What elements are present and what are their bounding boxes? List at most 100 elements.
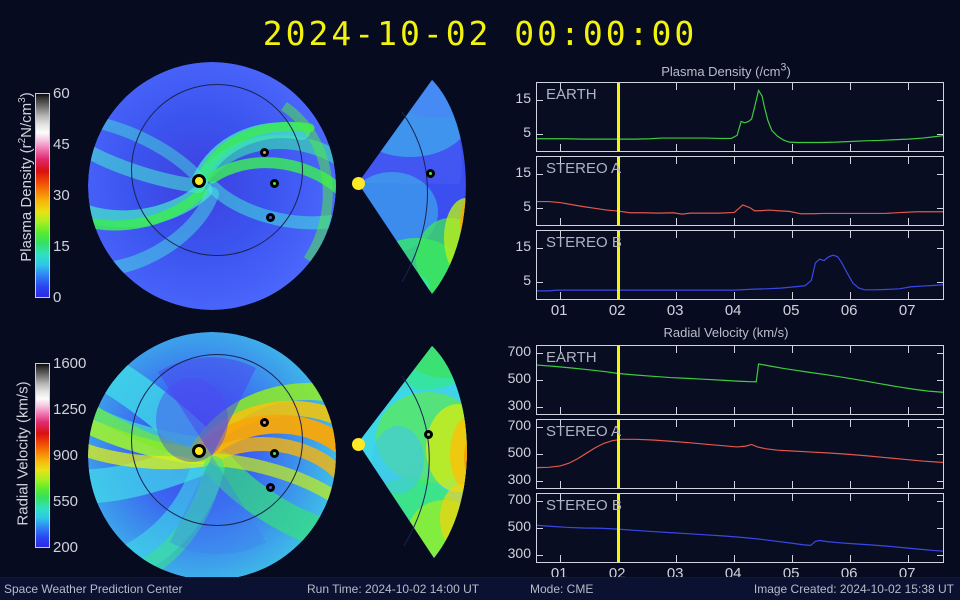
series-line — [537, 200, 943, 215]
x-tick — [792, 157, 794, 164]
x-tick — [734, 481, 736, 488]
panel-series-label: EARTH — [546, 349, 597, 366]
sun-marker[interactable] — [192, 444, 206, 458]
y-tick — [537, 555, 543, 557]
x-tick — [734, 292, 736, 299]
x-tick — [908, 407, 910, 414]
y-tick — [937, 481, 943, 483]
series-line — [537, 438, 943, 469]
series-plot-area — [537, 438, 943, 469]
x-tick — [734, 157, 736, 164]
sun-marker[interactable] — [352, 438, 365, 451]
x-tick — [734, 144, 736, 151]
y-tick — [937, 134, 943, 135]
footer-image-created: Image Created: 2024-10-02 15:38 UT — [753, 582, 954, 596]
sun-marker[interactable] — [352, 177, 365, 190]
y-tick — [537, 134, 543, 135]
earth-marker[interactable] — [426, 169, 435, 178]
x-tick — [850, 555, 852, 562]
series-line — [537, 524, 943, 552]
density-colorbar-ticks: 60 45 30 15 0 — [53, 85, 99, 306]
footer-center-name: Space Weather Prediction Center — [4, 582, 183, 596]
x-tick — [676, 481, 678, 488]
x-tick — [676, 218, 678, 225]
panel-series-label: EARTH — [546, 86, 597, 103]
density-ecliptic-plot[interactable] — [88, 62, 340, 314]
y-axis-label: 300 — [507, 545, 531, 562]
x-tick — [850, 346, 852, 353]
density-panel-earth[interactable]: EARTH — [536, 82, 944, 152]
x-tick — [560, 292, 562, 299]
velocity-panel-stereo-b[interactable]: STEREO B — [536, 493, 944, 563]
x-tick — [792, 83, 794, 90]
density-meridional-field — [358, 80, 466, 294]
x-tick — [908, 481, 910, 488]
series-plot-area — [537, 88, 943, 144]
cb-tick: 200 — [53, 539, 79, 556]
earth-marker[interactable] — [270, 179, 279, 188]
earth-marker[interactable] — [424, 430, 433, 439]
earth-marker[interactable] — [270, 449, 279, 458]
velocity-panel-earth[interactable]: EARTH — [536, 345, 944, 415]
sun-marker[interactable] — [192, 174, 206, 188]
x-axis-label: 06 — [840, 302, 858, 319]
cb-tick: 0 — [53, 289, 62, 306]
cb-tick: 15 — [53, 238, 70, 255]
velocity-meridional-plot[interactable] — [340, 342, 490, 572]
x-axis-label: 05 — [782, 302, 800, 319]
cb-tick: 1250 — [53, 401, 87, 418]
meridional-orbit-arc — [401, 111, 428, 283]
stereo-b-marker[interactable] — [266, 213, 275, 222]
y-tick — [537, 208, 543, 209]
x-tick — [792, 555, 794, 562]
x-tick — [560, 231, 562, 238]
y-tick — [937, 352, 943, 354]
x-tick — [560, 494, 562, 501]
page-title: 2024-10-02 00:00:00 — [262, 14, 698, 53]
y-axis-label: 5 — [523, 124, 531, 140]
x-tick — [908, 83, 910, 90]
stereo-a-marker[interactable] — [260, 148, 269, 157]
density-meridional-plot[interactable] — [340, 72, 490, 302]
velocity-ecliptic-plot[interactable] — [88, 332, 340, 584]
density-panel-stereo-a[interactable]: STEREO A — [536, 156, 944, 226]
stereo-a-marker[interactable] — [260, 418, 269, 427]
y-axis-label: 300 — [507, 471, 531, 488]
x-axis-label: 03 — [666, 302, 684, 319]
x-tick — [560, 407, 562, 414]
stereo-b-marker[interactable] — [266, 483, 275, 492]
current-time-marker — [616, 157, 620, 225]
y-tick — [937, 208, 943, 209]
panel-series-label: STEREO B — [546, 234, 622, 251]
y-tick — [537, 282, 543, 283]
y-tick — [937, 426, 943, 428]
x-tick — [792, 407, 794, 414]
x-tick — [676, 144, 678, 151]
earth-orbit-circle — [131, 84, 303, 256]
y-tick — [937, 100, 943, 101]
velocity-panel-stereo-a[interactable]: STEREO A — [536, 419, 944, 489]
x-tick — [908, 292, 910, 299]
cb-tick: 550 — [53, 493, 79, 510]
density-panel-stereo-b[interactable]: STEREO B — [536, 230, 944, 300]
velocity-timeseries-group: Radial Velocity (km/s) EARTH STEREO A ST… — [496, 325, 956, 582]
velocity-meridional-field — [358, 346, 467, 558]
x-axis-label: 01 — [550, 302, 568, 319]
x-tick — [676, 346, 678, 353]
x-axis-label: 07 — [898, 302, 916, 319]
velocity-colorbar: Radial Velocity (km/s) 1600 1250 900 550… — [0, 345, 87, 575]
cb-tick: 900 — [53, 447, 79, 464]
x-tick — [908, 218, 910, 225]
y-tick — [537, 454, 543, 455]
earth-orbit-circle — [131, 354, 303, 526]
y-axis-label: 15 — [515, 238, 531, 254]
velocity-colorbar-ticks: 1600 1250 900 550 200 — [53, 355, 99, 556]
density-timeseries-title: Plasma Density (/cm3) — [661, 62, 791, 80]
current-time-marker — [616, 494, 620, 562]
y-tick — [537, 174, 543, 175]
series-line — [537, 254, 943, 292]
x-tick — [908, 494, 910, 501]
current-time-marker — [616, 346, 620, 414]
x-tick — [734, 555, 736, 562]
x-tick — [850, 231, 852, 238]
